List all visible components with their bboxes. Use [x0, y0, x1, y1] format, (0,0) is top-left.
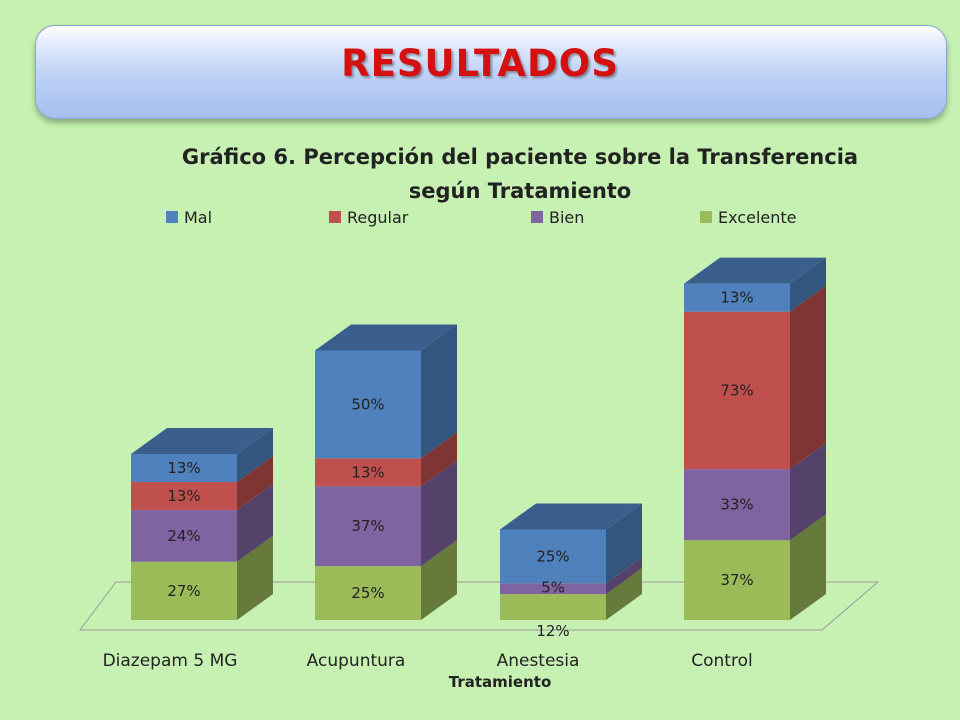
bar-side-mal-4: [790, 257, 826, 312]
bar-top-4: [684, 257, 826, 284]
legend-label-mal: Mal: [184, 207, 213, 227]
legend-label-excelente: Excelente: [718, 207, 797, 227]
data-label-excelente-3: 12%: [536, 622, 569, 640]
bar-side-bien-3: [606, 557, 642, 595]
bar-side-mal-1: [237, 427, 273, 483]
legend-swatch-mal: [166, 211, 178, 223]
bar-regular-1: [131, 482, 237, 511]
x-tick-label-acupuntura: Acupuntura: [306, 651, 406, 671]
bar-mal-1: [131, 453, 237, 483]
x-axis-label: Tratamiento: [448, 673, 552, 691]
bar-side-bien-1: [237, 484, 273, 562]
bar-mal-3: [500, 529, 606, 584]
bar-regular-2: [315, 458, 421, 487]
bar-bien-4: [684, 469, 790, 541]
bar-mal-4: [684, 283, 790, 312]
bar-excelente-1: [131, 561, 237, 620]
bar-bien-1: [131, 510, 237, 562]
data-label-excelente-2: 25%: [351, 584, 384, 602]
bar-side-excelente-1: [237, 535, 273, 620]
page-title: RESULTADOS: [341, 42, 619, 85]
data-label-bien-3: 5%: [541, 579, 565, 597]
data-label-mal-1: 13%: [167, 459, 200, 477]
data-label-bien-1: 24%: [167, 527, 200, 545]
chart-title: Gráfico 6. Percepción del paciente sobre…: [181, 145, 859, 203]
data-label-mal-4: 13%: [720, 289, 753, 307]
x-tick-label-anestesia: Anestesia: [496, 651, 580, 671]
legend-swatch-regular: [329, 211, 341, 223]
legend-swatch-excelente: [700, 211, 712, 223]
data-label-regular-1: 13%: [167, 487, 200, 505]
bar-top-3: [500, 503, 642, 530]
legend-swatch-bien: [531, 211, 543, 223]
data-label-excelente-4: 37%: [720, 571, 753, 589]
x-tick-label-diazepam: Diazepam 5 MG: [102, 651, 238, 671]
data-label-regular-4: 73%: [720, 381, 753, 399]
legend-item-excelente: Excelente: [700, 207, 796, 227]
bar-side-regular-4: [790, 285, 826, 470]
bar-excelente-4: [684, 540, 790, 620]
bar-excelente-3: [500, 594, 606, 620]
bar-top-1: [131, 427, 273, 454]
data-label-bien-4: 33%: [720, 496, 753, 514]
bar-excelente-2: [315, 566, 421, 620]
bar-top-2: [315, 324, 457, 351]
bar-side-excelente-3: [606, 568, 642, 620]
chart-floor: [79, 581, 880, 631]
data-label-mal-3: 25%: [536, 547, 569, 565]
legend-item-mal: Mal: [166, 207, 212, 227]
legend-label-bien: Bien: [549, 207, 585, 227]
bar-side-bien-4: [790, 443, 826, 541]
bar-bien-3: [500, 583, 606, 595]
data-label-excelente-1: 27%: [167, 582, 200, 600]
x-tick-label-control: Control: [691, 651, 753, 671]
bar-side-mal-2: [421, 324, 457, 459]
legend-item-regular: Regular: [329, 207, 408, 227]
bar-mal-2: [315, 350, 421, 459]
bar-side-excelente-2: [421, 540, 457, 620]
bar-bien-2: [315, 486, 421, 567]
data-label-bien-2: 37%: [351, 517, 384, 535]
bar-side-excelente-4: [790, 514, 826, 620]
legend-label-regular: Regular: [347, 207, 409, 227]
data-label-regular-2: 13%: [351, 463, 384, 481]
legend-item-bien: Bien: [531, 207, 584, 227]
data-label-mal-2: 50%: [351, 395, 384, 413]
header-banner: [35, 25, 947, 119]
bar-side-regular-2: [421, 432, 457, 487]
bar-side-bien-2: [421, 460, 457, 567]
bar-side-regular-1: [237, 456, 273, 511]
bar-regular-4: [684, 311, 790, 470]
bar-side-mal-3: [606, 503, 642, 584]
